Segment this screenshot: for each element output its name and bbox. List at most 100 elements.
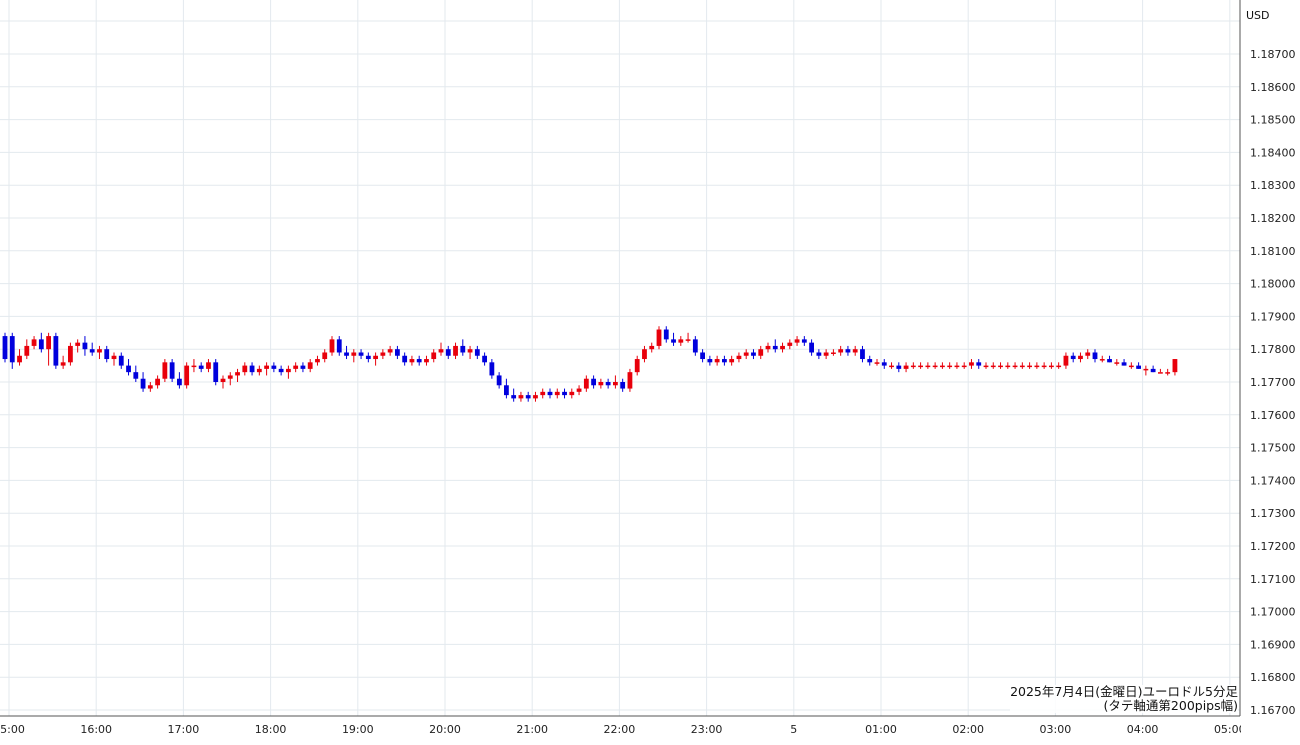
candle bbox=[751, 349, 756, 360]
candle bbox=[533, 391, 538, 402]
candle-body bbox=[722, 359, 727, 363]
candle-body bbox=[365, 355, 371, 360]
candle bbox=[816, 349, 822, 360]
candle bbox=[489, 359, 495, 379]
candle bbox=[525, 391, 531, 402]
candle bbox=[460, 339, 466, 356]
candle bbox=[940, 362, 945, 369]
candle-body bbox=[1027, 365, 1032, 368]
candle bbox=[634, 355, 640, 376]
y-tick-label: 1.17100 bbox=[1250, 573, 1296, 586]
candle-body bbox=[177, 378, 182, 386]
candle-body bbox=[663, 329, 669, 340]
candle-body bbox=[155, 378, 160, 386]
candle bbox=[910, 362, 916, 369]
candle bbox=[264, 362, 269, 376]
candle-body bbox=[700, 352, 705, 360]
candle-body bbox=[213, 362, 219, 382]
candle bbox=[656, 326, 662, 350]
candle-body bbox=[351, 352, 357, 356]
candle-body bbox=[24, 345, 30, 356]
candle bbox=[1165, 368, 1171, 376]
candle bbox=[787, 339, 793, 350]
candle bbox=[1114, 359, 1120, 366]
candle bbox=[307, 359, 313, 373]
candle bbox=[1099, 355, 1105, 363]
candle bbox=[1056, 362, 1062, 369]
candle bbox=[765, 342, 771, 353]
candle bbox=[1049, 362, 1054, 369]
candle bbox=[1012, 362, 1018, 369]
candle bbox=[60, 355, 66, 369]
candle-body bbox=[482, 355, 487, 363]
y-tick-label: 1.17200 bbox=[1250, 540, 1296, 553]
candle bbox=[249, 362, 255, 376]
candle bbox=[613, 375, 618, 389]
candle bbox=[903, 362, 909, 373]
candle bbox=[336, 336, 342, 356]
candle-body bbox=[453, 345, 458, 356]
candle-body bbox=[300, 365, 306, 369]
candle-body bbox=[474, 349, 480, 356]
candle bbox=[990, 362, 996, 369]
candle-body bbox=[562, 391, 567, 396]
candle bbox=[286, 365, 291, 379]
candle bbox=[53, 332, 59, 369]
candle bbox=[445, 345, 451, 360]
candle-body bbox=[315, 359, 320, 363]
candle bbox=[82, 336, 88, 356]
x-tick-label: 22:00 bbox=[604, 723, 636, 736]
candle bbox=[1150, 365, 1156, 373]
candle-body bbox=[1172, 359, 1178, 373]
candle-body bbox=[1012, 365, 1018, 368]
candle-body bbox=[801, 339, 807, 343]
y-tick-label: 1.18700 bbox=[1250, 48, 1296, 61]
candle bbox=[453, 342, 458, 360]
candle-body bbox=[256, 368, 262, 373]
candle-body bbox=[1063, 355, 1069, 366]
y-tick-label: 1.17500 bbox=[1250, 442, 1296, 455]
candle bbox=[198, 362, 204, 373]
candle-body bbox=[162, 362, 168, 379]
candle-body bbox=[787, 342, 793, 346]
candle bbox=[969, 359, 974, 369]
candle bbox=[177, 372, 182, 389]
candle-body bbox=[504, 385, 509, 396]
candle-body bbox=[831, 352, 836, 354]
chart-grid bbox=[0, 0, 1240, 716]
candle bbox=[373, 352, 378, 366]
y-tick-label: 1.17000 bbox=[1250, 606, 1296, 619]
candle-body bbox=[772, 345, 778, 350]
candle-body bbox=[31, 339, 37, 346]
candle bbox=[1128, 362, 1134, 369]
candle-body bbox=[642, 349, 647, 360]
candle bbox=[227, 372, 233, 386]
axis-corner bbox=[1241, 716, 1300, 745]
candle-body bbox=[46, 336, 51, 350]
candle bbox=[867, 355, 873, 366]
candle bbox=[329, 336, 335, 356]
candle-body bbox=[714, 359, 720, 363]
candle-body bbox=[751, 352, 756, 356]
y-tick-label: 1.17600 bbox=[1250, 409, 1296, 422]
candle-body bbox=[133, 372, 139, 379]
candle-body bbox=[1005, 365, 1011, 368]
candle-body bbox=[53, 336, 59, 366]
candle bbox=[278, 365, 284, 376]
candle bbox=[24, 339, 30, 360]
candle bbox=[467, 345, 473, 360]
candle bbox=[932, 362, 938, 369]
candle-body bbox=[438, 349, 444, 353]
candlestick-series bbox=[2, 326, 1178, 402]
candle bbox=[133, 365, 139, 382]
candle bbox=[1143, 365, 1149, 376]
candle bbox=[983, 362, 989, 369]
candle bbox=[344, 345, 349, 360]
candle-body bbox=[395, 349, 400, 356]
candle-body bbox=[191, 365, 197, 368]
candle-body bbox=[765, 345, 771, 350]
candle bbox=[147, 382, 153, 392]
candle bbox=[402, 352, 408, 366]
y-tick-label: 1.18100 bbox=[1250, 245, 1296, 258]
